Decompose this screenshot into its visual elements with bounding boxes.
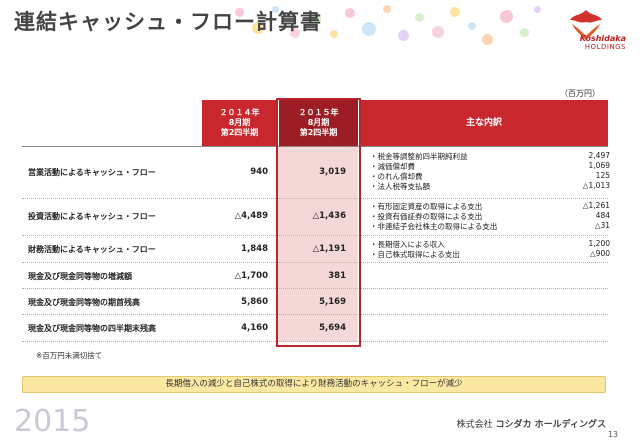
- breakdown-value: 125: [595, 171, 610, 180]
- breakdown-value: 1,069: [588, 161, 610, 170]
- breakdown-label: ・投資有価証券の取得による支出: [370, 212, 483, 221]
- breakdown-item: ・税金等調整前四半期純利益 2,497: [370, 151, 610, 161]
- breakdown-item: ・法人税等支払額 △1,013: [370, 181, 610, 191]
- breakdown-label: ・長期借入による収入: [370, 240, 445, 249]
- header-2014-year: ２０１４年: [219, 108, 260, 117]
- breakdown-list: ・長期借入による収入 1,200 ・自己株式取得による支出 △900: [370, 239, 610, 259]
- table-row-financing: 財務活動によるキャッシュ・フロー 1,848 △1,191 ・長期借入による収入…: [22, 236, 610, 263]
- breakdown-item: ・自己株式取得による支出 △900: [370, 249, 610, 259]
- year-watermark: 2015: [14, 404, 91, 439]
- value-2014: 940: [250, 167, 268, 177]
- breakdown-item: ・減価償却費 1,069: [370, 161, 610, 171]
- value-2015: △1,436: [312, 211, 346, 221]
- breakdown-value: △900: [589, 249, 610, 258]
- row-label: 現金及び現金同等物の増減額: [28, 272, 132, 281]
- breakdown-item: ・有形固定資産の取得による支出 △1,261: [370, 201, 610, 211]
- breakdown-list: ・有形固定資産の取得による支出 △1,261 ・投資有価証券の取得による支出 484…: [370, 201, 610, 231]
- header-2014-period: 8月期: [228, 118, 251, 127]
- value-2014: 4,160: [241, 323, 268, 333]
- breakdown-list: ・税金等調整前四半期純利益 2,497 ・減価償却費 1,069 ・のれん償却費 12…: [370, 151, 610, 191]
- logo-name: Koshidaka: [579, 34, 626, 43]
- header-breakdown: 主な内訳: [360, 100, 608, 146]
- breakdown-label: ・減価償却費: [370, 162, 415, 171]
- koshidaka-logo-icon: [570, 10, 602, 40]
- table-row-investing: 投資活動によるキャッシュ・フロー △4,489 △1,436 ・有形固定資産の取…: [22, 198, 610, 236]
- table-row-closing-balance: 現金及び現金同等物の四半期末残高 4,160 5,694: [22, 315, 608, 342]
- highlight-column-2015: [278, 146, 358, 342]
- value-2014: △4,489: [234, 211, 268, 221]
- breakdown-value: 2,497: [588, 151, 610, 160]
- header-2014-quarter: 第2四半期: [220, 128, 259, 137]
- breakdown-item: ・長期借入による収入 1,200: [370, 239, 610, 249]
- breakdown-value: △1,013: [582, 181, 610, 190]
- highlight-frame-2015: [276, 98, 361, 347]
- breakdown-label: ・自己株式取得による支出: [370, 250, 460, 259]
- decorative-dots: [0, 0, 640, 56]
- value-2014: △1,700: [234, 271, 268, 281]
- row-label: 財務活動によるキャッシュ・フロー: [28, 245, 156, 254]
- breakdown-item: ・非連結子会社株主の取得による支出 △31: [370, 221, 610, 231]
- value-2015: △1,191: [312, 244, 346, 254]
- header-2015: ２０１５年 8月期 第2四半期: [279, 100, 358, 146]
- footnote: ※百万円未満切捨て: [36, 351, 103, 360]
- table-row-operating: 営業活動によるキャッシュ・フロー 940 3,019 ・税金等調整前四半期純利益…: [22, 146, 610, 199]
- company-prefix: 株式会社: [456, 420, 493, 430]
- company-brand: コシダカ ホールディングス: [495, 420, 606, 430]
- breakdown-label: ・税金等調整前四半期純利益: [370, 152, 468, 161]
- value-2015: 3,019: [319, 167, 346, 177]
- row-label: 営業活動によるキャッシュ・フロー: [28, 168, 156, 177]
- row-label: 現金及び現金同等物の期首残高: [28, 298, 140, 307]
- logo-subtitle: HOLDINGS: [584, 43, 626, 51]
- breakdown-label: ・有形固定資産の取得による支出: [370, 202, 483, 211]
- table-row-opening-balance: 現金及び現金同等物の期首残高 5,860 5,169: [22, 289, 608, 315]
- row-label: 投資活動によるキャッシュ・フロー: [28, 212, 156, 221]
- summary-banner: 長期借入の減少と自己株式の取得により財務活動のキャッシュ・フローが減少: [22, 376, 606, 393]
- header-2015-period: 8月期: [307, 118, 330, 127]
- breakdown-label: ・のれん償却費: [370, 172, 423, 181]
- table-row-net-change: 現金及び現金同等物の増減額 △1,700 381: [22, 263, 608, 289]
- company-name: 株式会社 コシダカ ホールディングス: [457, 417, 606, 430]
- breakdown-label: ・非連結子会社株主の取得による支出: [370, 222, 498, 231]
- breakdown-item: ・のれん償却費 125: [370, 171, 610, 181]
- breakdown-value: 1,200: [588, 239, 610, 248]
- header-2014: ２０１４年 8月期 第2四半期: [202, 100, 277, 146]
- breakdown-value: 484: [595, 211, 610, 220]
- value-2014: 1,848: [241, 244, 268, 254]
- value-2015: 5,694: [319, 323, 346, 333]
- value-2015: 381: [328, 271, 346, 281]
- page-title: 連結キャッシュ・フロー計算書: [14, 10, 322, 34]
- unit-label: （百万円）: [560, 89, 600, 98]
- header-breakdown-label: 主な内訳: [465, 118, 502, 128]
- row-label: 現金及び現金同等物の四半期末残高: [28, 324, 156, 333]
- page-number: 13: [607, 430, 618, 439]
- value-2014: 5,860: [241, 297, 268, 307]
- breakdown-item: ・投資有価証券の取得による支出 484: [370, 211, 610, 221]
- breakdown-value: △31: [594, 221, 610, 230]
- header-2015-year: ２０１５年: [298, 108, 339, 117]
- breakdown-value: △1,261: [582, 201, 610, 210]
- value-2015: 5,169: [319, 297, 346, 307]
- header-2015-quarter: 第2四半期: [299, 128, 338, 137]
- breakdown-label: ・法人税等支払額: [370, 182, 430, 191]
